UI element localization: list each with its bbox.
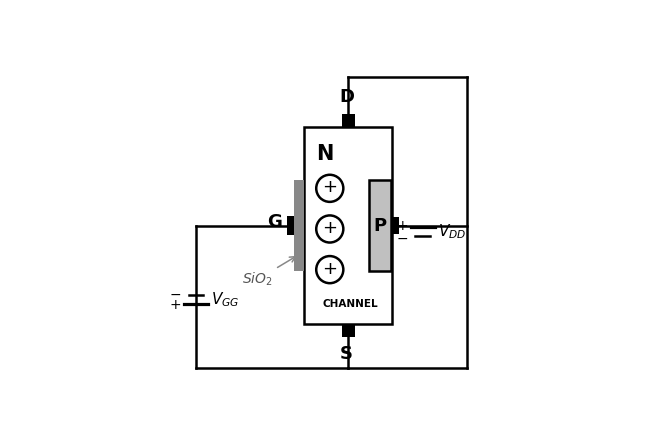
Text: $SiO_2$: $SiO_2$ <box>242 257 296 289</box>
Text: +: + <box>322 260 337 278</box>
Bar <box>294 180 304 271</box>
Text: $V_{GG}$: $V_{GG}$ <box>211 290 240 308</box>
Circle shape <box>316 256 343 283</box>
Text: $+$: $+$ <box>395 219 408 233</box>
Circle shape <box>316 175 343 202</box>
Bar <box>304 127 393 324</box>
Text: D: D <box>339 88 354 106</box>
Bar <box>342 324 355 337</box>
Bar <box>342 114 355 127</box>
Text: $+$: $+$ <box>168 298 181 312</box>
Text: CHANNEL: CHANNEL <box>322 299 378 308</box>
Text: $V_{DD}$: $V_{DD}$ <box>438 222 467 241</box>
Bar <box>393 217 399 234</box>
Bar <box>369 180 391 271</box>
Text: N: N <box>316 144 333 164</box>
Bar <box>288 216 294 235</box>
Text: S: S <box>340 345 353 363</box>
Text: +: + <box>322 178 337 196</box>
Text: $-$: $-$ <box>168 286 181 301</box>
Text: $-$: $-$ <box>395 231 408 245</box>
Text: G: G <box>267 213 282 231</box>
Text: P: P <box>373 216 386 235</box>
Circle shape <box>316 216 343 242</box>
Text: +: + <box>322 219 337 237</box>
